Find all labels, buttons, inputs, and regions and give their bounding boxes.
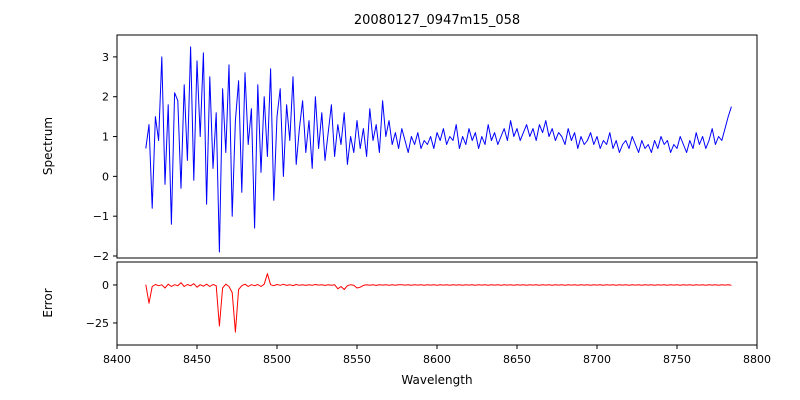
error-axis-ticks: −25 0 8400 8450 8500 8550 8600 8650 8700 8750 8800 (86, 279, 771, 366)
spectrum-plot-area (145, 46, 732, 253)
y-tick-label: 0 (102, 170, 109, 183)
x-tick-label: 8550 (343, 353, 371, 366)
x-tick-label: 8700 (583, 353, 611, 366)
y-tick-label: −2 (93, 250, 109, 263)
y-tick-label: 3 (102, 51, 109, 64)
y-tick-label: 0 (102, 279, 109, 292)
y-tick-label: 1 (102, 131, 109, 144)
error-plot-area (145, 273, 732, 333)
spectrum-line (145, 46, 732, 253)
x-tick-label: 8500 (263, 353, 291, 366)
error-y-axis-label: Error (41, 288, 55, 317)
x-tick-label: 8800 (743, 353, 771, 366)
chart-title: 20080127_0947m15_058 (354, 13, 520, 28)
spectrum-y-axis-label: Spectrum (41, 117, 55, 175)
spectrum-axis-ticks: −2 −1 0 1 2 3 (93, 51, 117, 263)
error-line (145, 273, 732, 333)
x-tick-label: 8650 (503, 353, 531, 366)
spectrum-plot-frame (116, 34, 758, 259)
error-plot-frame (116, 261, 758, 346)
error-subplot: Error −25 0 8400 8450 8500 8550 8600 8650 8700 87… (41, 261, 771, 366)
x-axis-label: Wavelength (401, 373, 472, 387)
y-tick-label: 2 (102, 91, 109, 104)
y-tick-label: −25 (86, 317, 109, 330)
x-tick-label: 8400 (103, 353, 131, 366)
x-tick-label: 8750 (663, 353, 691, 366)
spectrum-subplot: Spectrum −2 −1 0 1 2 3 (41, 34, 758, 263)
x-tick-label: 8450 (183, 353, 211, 366)
x-tick-label: 8600 (423, 353, 451, 366)
y-tick-label: −1 (93, 210, 109, 223)
